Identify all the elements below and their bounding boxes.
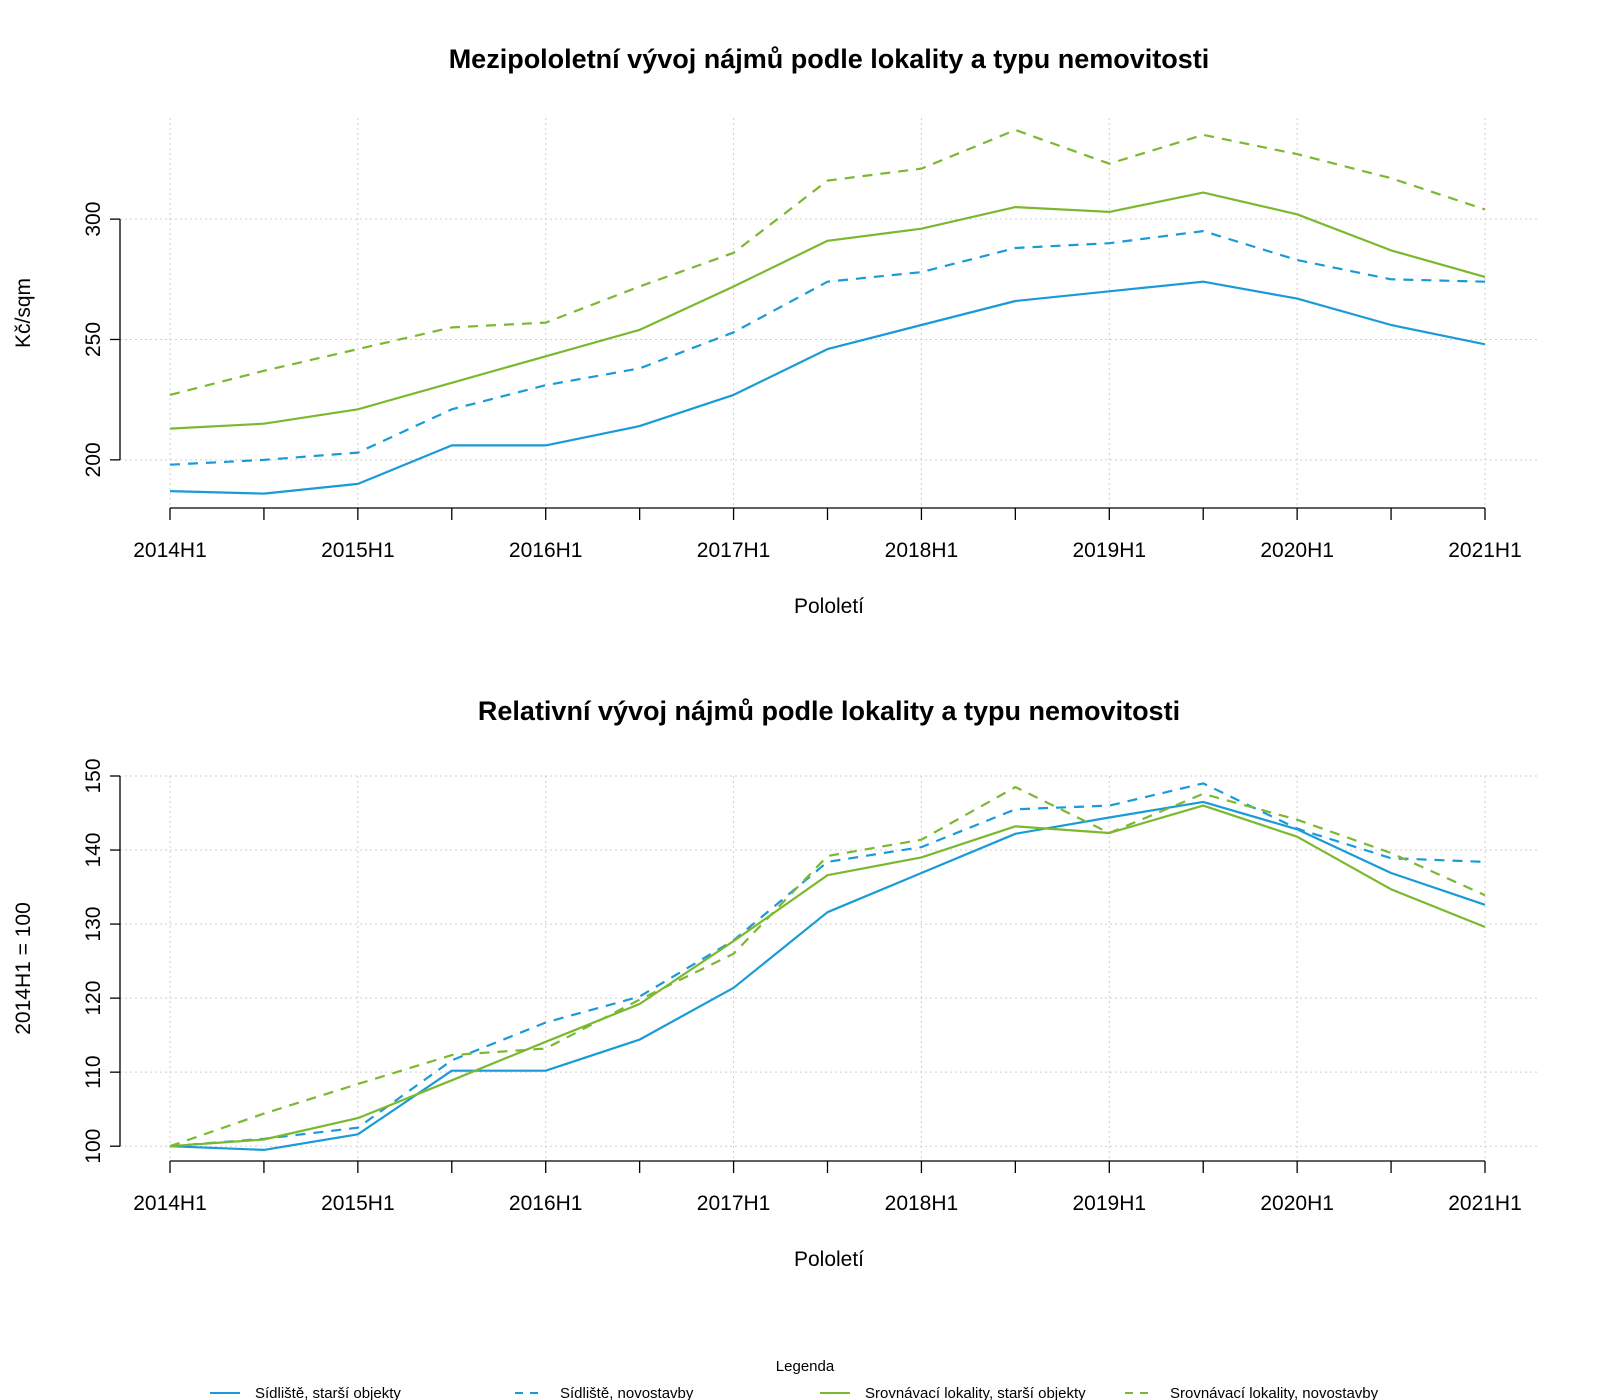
legend-label: Sídliště, starší objekty (255, 1385, 401, 1400)
legend-title: Legenda (776, 1358, 835, 1375)
x-tick-label: 2015H1 (321, 539, 395, 562)
legend-label: Srovnávací lokality, starší objekty (865, 1385, 1086, 1400)
series-line-1 (169, 230, 1486, 466)
y-tick-label: 140 (82, 833, 105, 868)
panel-relative-rents: Relativní vývoj nájmů podle lokality a t… (12, 696, 1540, 1271)
y-axis-label: 2014H1 = 100 (12, 902, 35, 1035)
x-axis-label: Pololetí (794, 595, 864, 618)
series-line-2 (169, 191, 1486, 430)
y-tick-label: 300 (82, 202, 105, 237)
series-line-3 (169, 128, 1486, 396)
x-tick-label: 2016H1 (509, 539, 583, 562)
y-tick-label: 120 (82, 981, 105, 1016)
x-tick-label: 2017H1 (697, 1192, 771, 1215)
y-tick-label: 250 (82, 322, 105, 357)
x-tick-label: 2020H1 (1260, 1192, 1334, 1215)
y-tick-label: 100 (82, 1129, 105, 1164)
chart-title: Mezipololetní vývoj nájmů podle lokality… (449, 44, 1210, 74)
y-tick-label: 130 (82, 907, 105, 942)
x-tick-label: 2021H1 (1448, 539, 1522, 562)
series-line-1 (169, 782, 1486, 1148)
x-tick-label: 2015H1 (321, 1192, 395, 1215)
y-axis-label: Kč/sqm (12, 278, 35, 348)
x-tick-label: 2020H1 (1260, 539, 1334, 562)
series-line-2 (169, 804, 1486, 1148)
panel-absolute-rents: Mezipololetní vývoj nájmů podle lokality… (12, 44, 1540, 618)
series-line-0 (169, 280, 1486, 495)
x-tick-label: 2018H1 (885, 1192, 959, 1215)
x-tick-label: 2018H1 (885, 539, 959, 562)
series-line-0 (169, 800, 1486, 1152)
legend: Legenda Sídliště, starší objekty Sídliště,… (210, 1358, 1379, 1400)
legend-label: Sídliště, novostavby (560, 1385, 694, 1400)
x-tick-label: 2014H1 (133, 539, 207, 562)
legend-label: Srovnávací lokality, novostavby (1170, 1385, 1379, 1400)
y-tick-label: 200 (82, 442, 105, 477)
x-tick-label: 2021H1 (1448, 1192, 1522, 1215)
y-tick-label: 150 (82, 758, 105, 793)
x-tick-label: 2019H1 (1073, 1192, 1147, 1215)
series-line-3 (169, 785, 1486, 1148)
x-tick-label: 2017H1 (697, 539, 771, 562)
x-tick-label: 2016H1 (509, 1192, 583, 1215)
x-tick-label: 2014H1 (133, 1192, 207, 1215)
x-tick-label: 2019H1 (1073, 539, 1147, 562)
y-tick-label: 110 (82, 1055, 105, 1088)
x-axis-label: Pololetí (794, 1248, 864, 1271)
chart-title: Relativní vývoj nájmů podle lokality a t… (478, 696, 1180, 726)
